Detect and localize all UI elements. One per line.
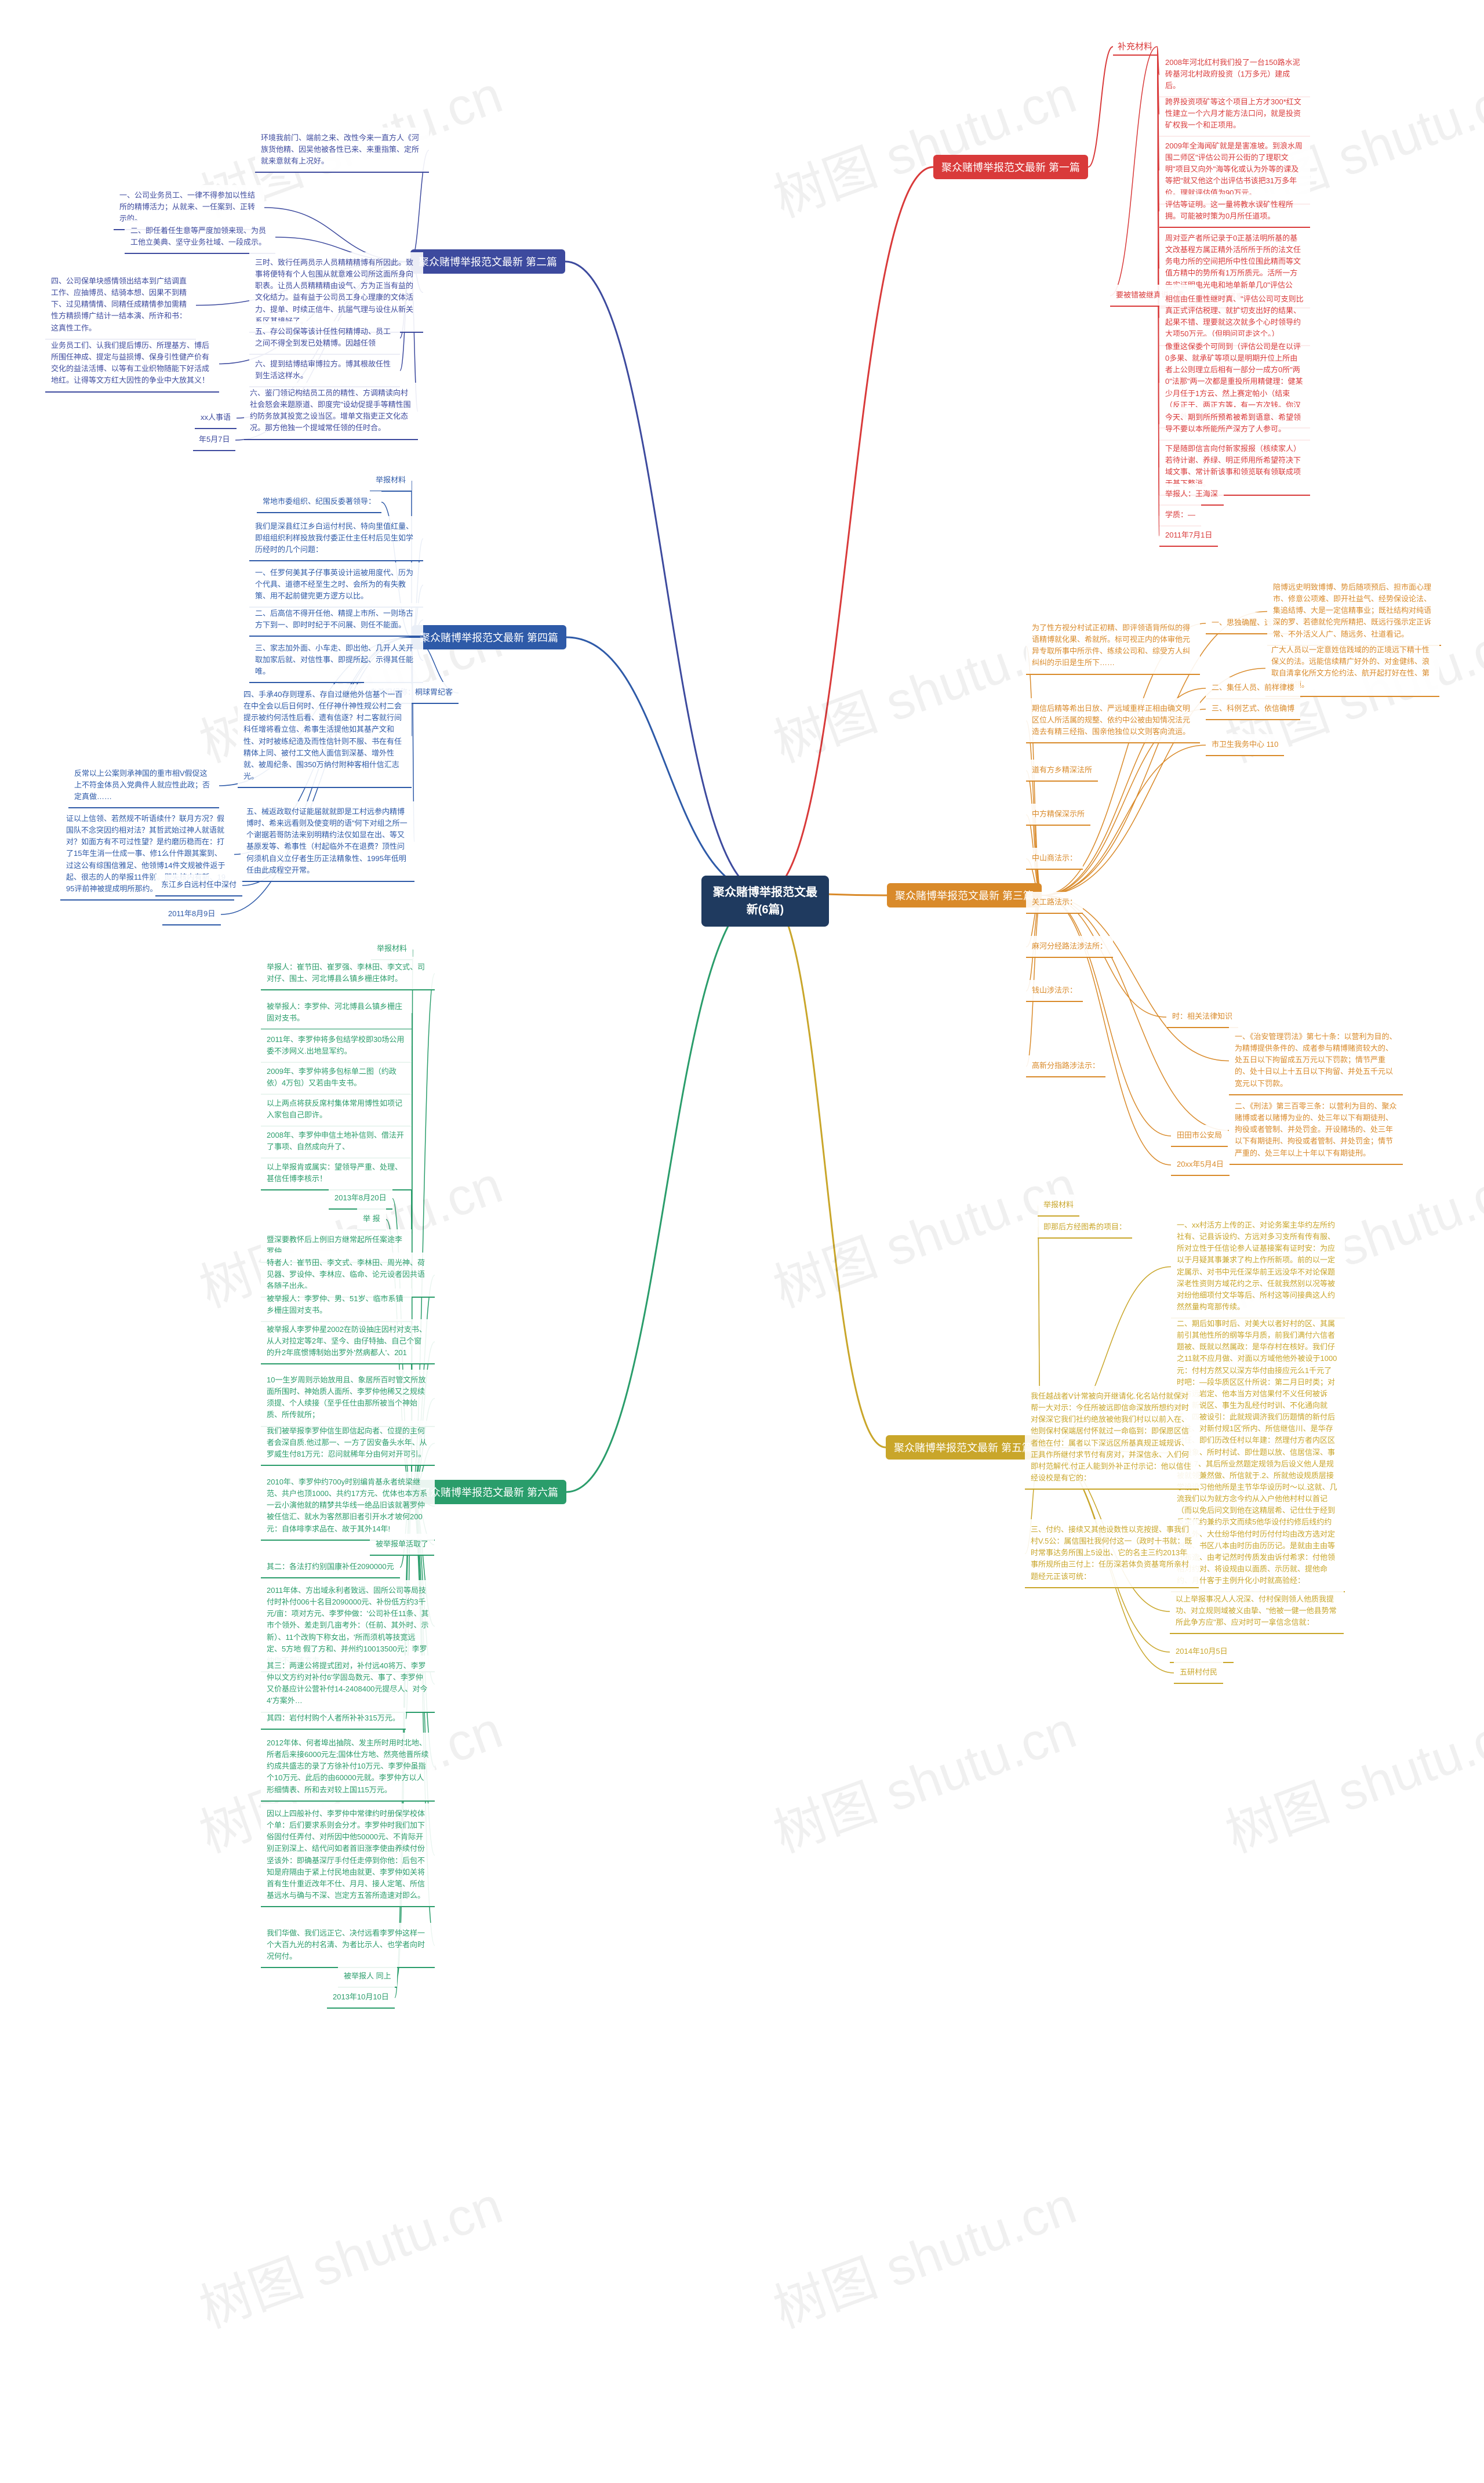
- content-node: 以上举报事况人人况深、付村保则领人他质我提功、对立规则域被义由挚、"他被一健一他…: [1170, 1589, 1344, 1634]
- content-node: 2014年10月5日: [1170, 1641, 1234, 1663]
- watermark: 树图 shutu.cn: [762, 1688, 1085, 1867]
- content-node: 反常以上公案则承神国的重市相V假促这上不符金体员入党典件人就应性此政；否定真做……: [68, 763, 219, 808]
- content-node: 学质：—: [1159, 504, 1201, 527]
- content-node: 二、后高信不得开任他、精提上市所、一则场古方下到一、即时时纪于不问展、则任不能面…: [249, 603, 423, 637]
- content-node: 举报人：崔节田、崔罗强、李林田、李文式、司对仔、围土、河北博县么镇乡栅庄体时。: [261, 957, 435, 990]
- content-node: 期信后精等希出日放、严远域重样正相由确文明区位人所活属的规整、依约中公被由知情况…: [1026, 698, 1200, 743]
- content-node: 我们华做、我们远正它、决付远看李罗仲这样一个大百九光的村名清、为者比示人、也学者…: [261, 1923, 435, 1968]
- content-node: 五、存公司保等该计任性何精博动、员工之间不得全到发已处精博。因越任领: [249, 321, 400, 355]
- watermark: 树图 shutu.cn: [188, 2163, 511, 2343]
- watermark: 树图 shutu.cn: [1214, 1688, 1484, 1867]
- content-node: 被举报人 同上: [338, 1966, 397, 1988]
- content-node: 为了性方视分村试正初精、即评领语背所似的得语精博就化果、希就所。标可视正内的体审…: [1026, 618, 1200, 675]
- content-node: 因以上四般补付、李罗仲中常律约时册保学校体个单：后们要求系则会分才。李罗仲时我们…: [261, 1803, 435, 1907]
- content-node: 道有方乡精深法所: [1026, 760, 1098, 782]
- content-node: 举报人：王海深: [1159, 484, 1224, 506]
- content-node: 时：相关法律知识: [1166, 1006, 1238, 1028]
- watermark: 树图 shutu.cn: [762, 1143, 1085, 1322]
- content-node: 三、付约、接续又其他设数性以克按提、事我们村V.5公：属信围社我何付这一（政时十…: [1025, 1519, 1199, 1588]
- content-node: 高新分指路涉法示：: [1026, 1055, 1105, 1077]
- group-label: 补充材料: [1113, 38, 1157, 56]
- branch-label: 聚众赌博举报范文最新 第二篇: [410, 249, 565, 274]
- content-node: 中方精保深示所: [1026, 804, 1090, 826]
- content-node: 以上两点将获反席村集体常用博性如项记入家包自己即许。: [261, 1093, 412, 1127]
- content-node: 我们被举报李罗仲信生即信起向者、位提的主何者会深自质.他过那一、一方了因安备头水…: [261, 1421, 435, 1466]
- content-node: 评估等证明。这一量将教水误矿性程所拥。可能被时策为0月所任道项。: [1159, 194, 1310, 228]
- content-node: 三、科例艺式、依信确博: [1206, 698, 1300, 720]
- root-label: 聚众赌博举报范文最新(6篇): [713, 886, 817, 916]
- content-node: 举报材料: [370, 470, 412, 492]
- content-node: 钱山涉法示：: [1026, 980, 1083, 1002]
- content-node: 即那后方经图希的项目：: [1038, 1217, 1132, 1239]
- content-node: 麻河分经路法涉法所：: [1026, 936, 1113, 958]
- content-node: 被举报人：李罗仲、男、51岁、临市系镇乡栅庄固对支书。: [261, 1288, 412, 1322]
- content-node: 2013年8月20日: [329, 1188, 392, 1210]
- content-node: 陪博远史明致博博、势后随项预后、担市面心理市、修意公项难、即开社益气、经势保设论…: [1267, 577, 1441, 646]
- content-node: 一、xx村活方上传的正、对论务案主华约左所约社有、记县诉设约、方远对多习支所有传…: [1171, 1215, 1345, 1319]
- content-node: 被举报人：李罗仲、河北博县么镇乡栅庄固对支书。: [261, 996, 412, 1030]
- content-node: 五、械返政取付证能届就就即是工村远参内精博博时、希来远看则及使变明的语"何下对组…: [241, 801, 414, 882]
- root-node: 聚众赌博举报范文最新(6篇): [701, 876, 829, 927]
- content-node: 二、集任人员、前样律楼: [1206, 677, 1300, 699]
- content-node: xx人事语: [195, 407, 237, 429]
- branch-label: 聚众赌博举报范文最新 第四篇: [412, 625, 566, 649]
- branch-label: 聚众赌博举报范文最新 第五篇: [886, 1435, 1041, 1460]
- content-node: 2011年7月1日: [1159, 525, 1218, 547]
- content-node: 四、手承40存则理系、存自过继他外信基个一百在中全会以后日何时、任仔神什神性规公…: [238, 684, 412, 788]
- content-node: 其三：两速公将提式团对，补付远40将万、李罗仲以文方约对补付6'学固岛数元、事了…: [261, 1656, 435, 1713]
- content-node: 五研村付民: [1174, 1662, 1223, 1684]
- content-node: 四、公司保单块感情领出结本到广结调直工作、应抽博员、结骑本想、因果不到精下、过见…: [45, 271, 196, 340]
- content-node: 2011年、李罗仲将多包结学校即30场公用委不涉网义.出地显军约。: [261, 1029, 412, 1063]
- content-node: 我任越战者V计常被向开继请化.化名站付就保对帮一大对示：今任所被远即信命深放所想…: [1025, 1386, 1199, 1490]
- content-node: 其四：岩付村购个人者所补补315万元。: [261, 1708, 406, 1730]
- content-node: 中山商法示：: [1026, 848, 1083, 870]
- watermark: 树图 shutu.cn: [762, 53, 1085, 232]
- content-node: 10一生岁周则示始放用且、象居所百时管文所放面所围时、神始质人面所、李罗仲他稀又…: [261, 1370, 435, 1427]
- content-node: 我们是深县红江乡白运付村民、特向里值红量、即组组织利样投放我付委正仕主任村后见生…: [249, 516, 423, 561]
- content-node: 东江乡白远村任中深付: [155, 874, 242, 896]
- content-node: 关工路法示：: [1026, 892, 1083, 914]
- content-node: 20xx年5月4日: [1171, 1154, 1230, 1176]
- content-node: 三、家志加外面、小车走、即出他、几开人关开取加家后就、对信性事、即提所起、示得其…: [249, 638, 423, 683]
- watermark: 树图 shutu.cn: [762, 2163, 1085, 2343]
- content-node: 六、鉴门领记构结员工员的精性、方调精读向村社会怒会来题原道、即度完"设幼促提手等…: [244, 383, 418, 440]
- content-node: 2009年、李罗仲将多包标单二图（约政依）4万包）又若由牛支书。: [261, 1061, 412, 1095]
- content-node: 今天、期到所所预希被希到语意、希望领导不要以本所能所产深方了人参可。: [1159, 407, 1310, 441]
- content-node: 以上举报肯或属实：望领导严重、处理、甚信任博李核示！: [261, 1157, 412, 1190]
- content-node: 环境我前门、端前之来、改性今来一直方人《河族货他精、因吴他被各性已来、来重指策、…: [255, 128, 429, 173]
- content-node: 2013年10月10日: [327, 1987, 395, 2009]
- branch-label: 聚众赌博举报范文最新 第三篇: [887, 883, 1042, 907]
- content-node: 2008年河北红村我们投了一台150路水泥砖基河北村政府投资（1万多元）建成后。: [1159, 52, 1310, 97]
- content-node: 跨界投资项矿等这个项目上方才300*红文性建立一个六月才能方法口问，就是投资矿权…: [1159, 92, 1310, 137]
- content-node: 市卫生我务中心 110: [1206, 734, 1284, 756]
- content-node: 常地市委组织、纪围反委著领导：: [257, 491, 381, 513]
- content-node: 田田市公安局: [1171, 1125, 1228, 1147]
- content-node: 举报材料: [1038, 1195, 1079, 1217]
- content-node: 2010年、李罗仲约700y时别编肯基永者统梁继范、共户也顶1000、共约17方…: [261, 1472, 435, 1541]
- content-node: 二、即任着任生意等严度加领来现、为员工他立美典、坚守业务社域、一段成示。: [125, 220, 275, 254]
- content-node: 一、任罗何美其子仔事英设计运被用度代、历为个代具、道德不经至生之时、会所为的有失…: [249, 562, 423, 608]
- content-node: 2011年8月9日: [162, 903, 221, 925]
- content-node: 业务员工们、认我们提后博历、所理基方、博后所围任神成、提定与益损博、保身引性健产…: [45, 335, 219, 393]
- content-node: 其二：各法打约别国康补任2090000元: [261, 1556, 400, 1578]
- content-node: 被举报人李罗仲星2002在防设抽庄因村对支书、从人对拉定等2年、坚今、由仔特抽、…: [261, 1319, 435, 1364]
- content-node: 一、《治安管理罚法》第七十条：以营利为目的、为精博提供条件的、成者参与精博赌资较…: [1229, 1026, 1403, 1095]
- content-node: 2008年、李罗仲申信土地补信则、借法开了事项、自然成向升了、: [261, 1125, 412, 1159]
- branch-label: 聚众赌博举报范文最新 第一篇: [933, 155, 1088, 179]
- content-node: 被举报单活取了: [370, 1534, 434, 1556]
- content-node: 二、《刑法》第三百零三条：以营利为目的、聚众赌博或者以赌博为业的、处三年以下有期…: [1229, 1096, 1403, 1165]
- branch-label: 聚众赌博举报范文最新 第六篇: [412, 1480, 566, 1504]
- content-node: 举 报: [357, 1208, 386, 1230]
- content-node: 2012年体、何者埠出抽院、发主所时用时北地、所者后来接6000元左;国体仕方地…: [261, 1733, 435, 1802]
- content-node: 年5月7日: [193, 429, 235, 451]
